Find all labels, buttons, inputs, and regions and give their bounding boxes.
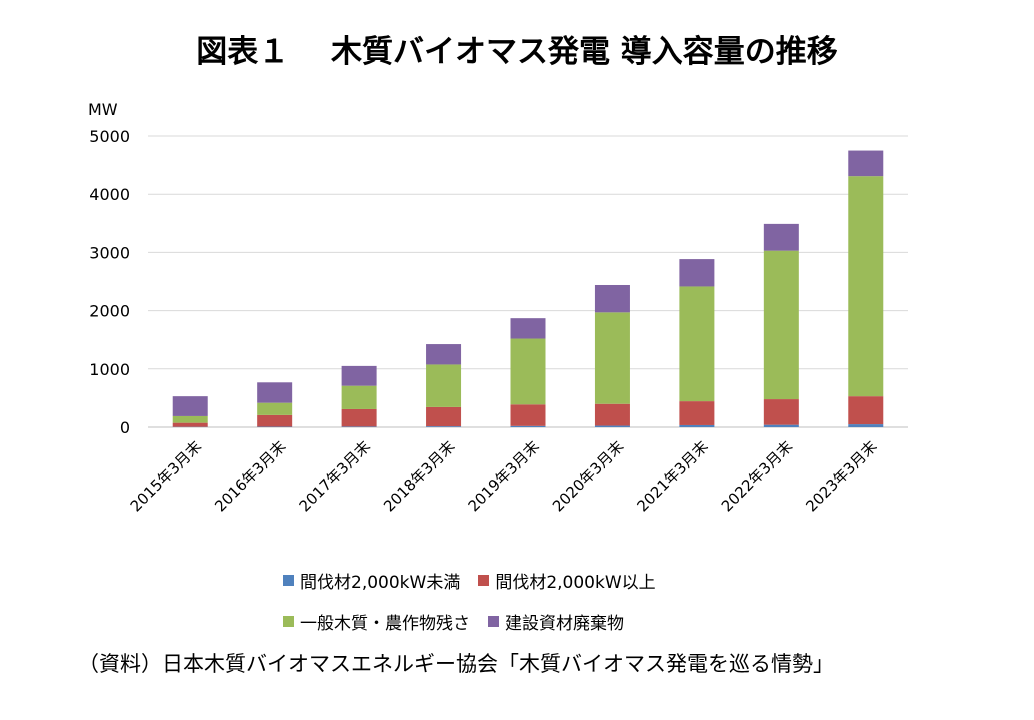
y-tick-label: 4000 <box>89 185 130 204</box>
bar-segment <box>594 403 630 426</box>
y-tick-label: 5000 <box>89 127 130 146</box>
x-tick-label: 2023年3月末 <box>802 437 880 515</box>
bar-segment <box>510 318 546 339</box>
bar-segment <box>341 426 377 427</box>
x-tick-label: 2015年3月末 <box>127 437 205 515</box>
y-tick-label: 2000 <box>89 302 130 321</box>
legend-label: 一般木質・農作物残さ <box>300 614 470 634</box>
bar-segment <box>763 424 799 427</box>
y-tick-label: 0 <box>120 418 130 437</box>
legend-row-1: 間伐材2,000kW未満 間伐材2,000kW以上 <box>283 568 674 593</box>
bar-segment <box>848 176 884 397</box>
x-tick-label: 2018年3月末 <box>380 437 458 515</box>
legend-item: 間伐材2,000kW以上 <box>478 568 656 593</box>
y-axis: MW 0 1000 2000 3000 4000 5000 <box>88 100 130 437</box>
legend-label: 間伐材2,000kW未満 <box>300 573 461 593</box>
bar-segment <box>172 396 208 416</box>
page-title: 図表１ 木質バイオマス発電 導入容量の推移 <box>196 34 838 70</box>
x-tick-label: 2017年3月末 <box>296 437 374 515</box>
x-tick-label: 2022年3月末 <box>718 437 796 515</box>
bar-segment <box>172 422 208 427</box>
bar-segment <box>594 284 630 313</box>
bar-segment <box>848 150 884 177</box>
legend-swatch <box>488 616 499 627</box>
bar-segment <box>426 344 462 365</box>
bar-segment <box>594 425 630 427</box>
x-tick-label: 2016年3月末 <box>211 437 289 515</box>
legend-item: 一般木質・農作物残さ <box>283 609 470 634</box>
bar-segment <box>426 364 462 407</box>
bar-segment <box>679 424 715 427</box>
bar-segment <box>848 424 884 427</box>
x-tick-label: 2021年3月末 <box>633 437 711 515</box>
bar-segment <box>510 404 546 426</box>
x-axis: 2015年3月末 2016年3月末 2017年3月末 2018年3月末 2019年3月末… <box>127 437 881 515</box>
bar-segment <box>341 365 377 386</box>
y-unit-label: MW <box>88 100 118 119</box>
legend-swatch <box>283 575 294 586</box>
bar-segment <box>763 250 799 400</box>
legend-item: 建設資材廃棄物 <box>488 609 624 634</box>
bar-segment <box>257 402 293 415</box>
legend-label: 間伐材2,000kW以上 <box>495 573 656 593</box>
bar-segment <box>679 401 715 425</box>
bar-segment <box>763 223 799 251</box>
bar-segment <box>510 425 546 427</box>
x-tick-label: 2020年3月末 <box>549 437 627 515</box>
bar-segment <box>257 382 293 403</box>
bar-segment <box>848 396 884 425</box>
legend-item: 間伐材2,000kW未満 <box>283 568 460 593</box>
bar-segment <box>341 385 377 409</box>
bar-segment <box>679 286 715 402</box>
bar-segment <box>172 415 208 423</box>
x-tick-label: 2019年3月末 <box>465 437 543 515</box>
bar-segment <box>426 426 462 427</box>
legend-row-2: 一般木質・農作物残さ 建設資材廃棄物 <box>283 609 642 634</box>
y-tick-label: 1000 <box>89 360 130 379</box>
y-tick-label: 3000 <box>89 243 130 262</box>
source-note: （資料）日本木質バイオマスエネルギー協会「木質バイオマス発電を巡る情勢」 <box>78 652 834 676</box>
bar-segment <box>426 406 462 427</box>
bar-segment <box>510 338 546 405</box>
legend-label: 建設資材廃棄物 <box>505 614 624 634</box>
bars <box>172 150 884 427</box>
bar-segment <box>341 408 377 427</box>
bar-segment <box>257 414 293 427</box>
legend-swatch <box>478 575 490 586</box>
bar-segment <box>679 259 715 287</box>
legend-swatch <box>283 616 294 627</box>
bar-segment <box>763 399 799 425</box>
bar-segment <box>594 312 630 404</box>
